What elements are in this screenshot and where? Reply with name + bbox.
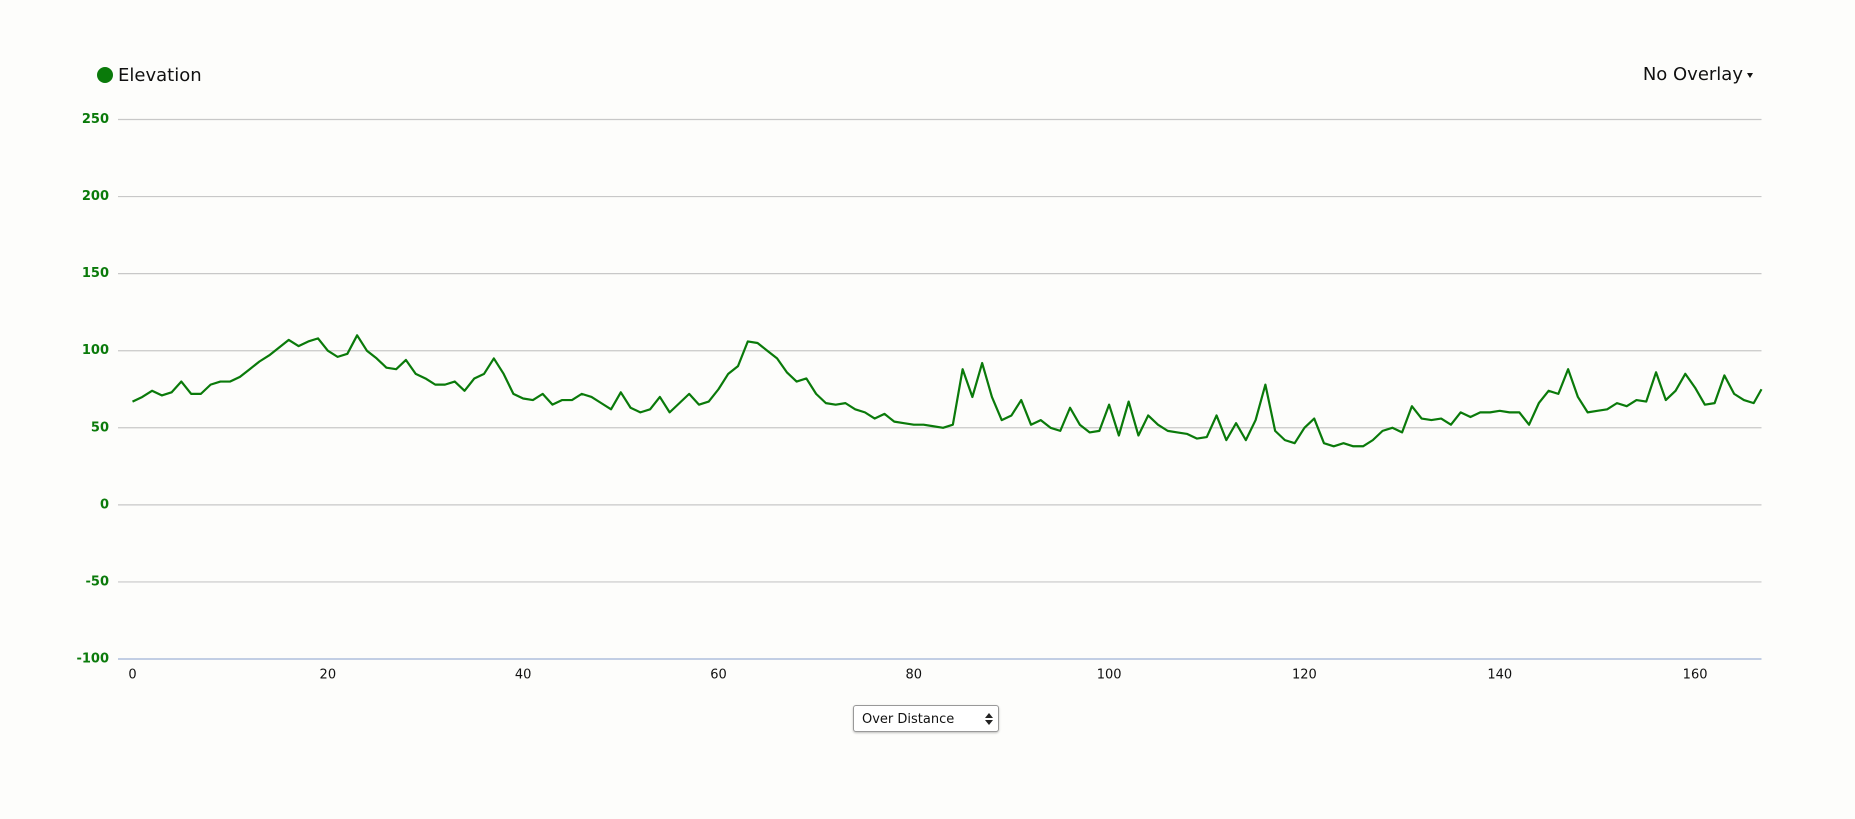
x-tick-label: 60 (710, 668, 727, 683)
dropdown-arrow (1747, 73, 1753, 78)
elevation-line (132, 334, 1763, 448)
x-tick-label: 80 (906, 668, 923, 683)
y-tick-label: 250 (82, 112, 109, 127)
y-tick-label: 100 (82, 343, 109, 358)
x-mode-select[interactable]: Over Distance (853, 705, 999, 732)
y-tick-label: 0 (100, 497, 109, 512)
x-tick-label: 160 (1683, 668, 1708, 683)
x-tick-label: 0 (128, 668, 136, 683)
y-tick-label: -100 (76, 652, 109, 667)
legend-swatch (97, 67, 113, 83)
x-tick-label: 20 (320, 668, 337, 683)
y-tick-label: 50 (91, 420, 109, 435)
x-tick-label: 40 (515, 668, 532, 683)
select-arrows (985, 713, 993, 725)
overlay-menu[interactable]: No Overlay (1643, 64, 1744, 85)
x-tick-label: 140 (1487, 668, 1512, 683)
legend-label: Elevation (118, 65, 202, 86)
select-label: Over Distance (862, 712, 955, 727)
y-tick-label: 200 (82, 189, 109, 204)
y-tick-label: -50 (86, 574, 110, 589)
x-tick-label: 120 (1292, 668, 1317, 683)
x-tick-label: 100 (1097, 668, 1122, 683)
y-tick-label: 150 (82, 266, 109, 281)
